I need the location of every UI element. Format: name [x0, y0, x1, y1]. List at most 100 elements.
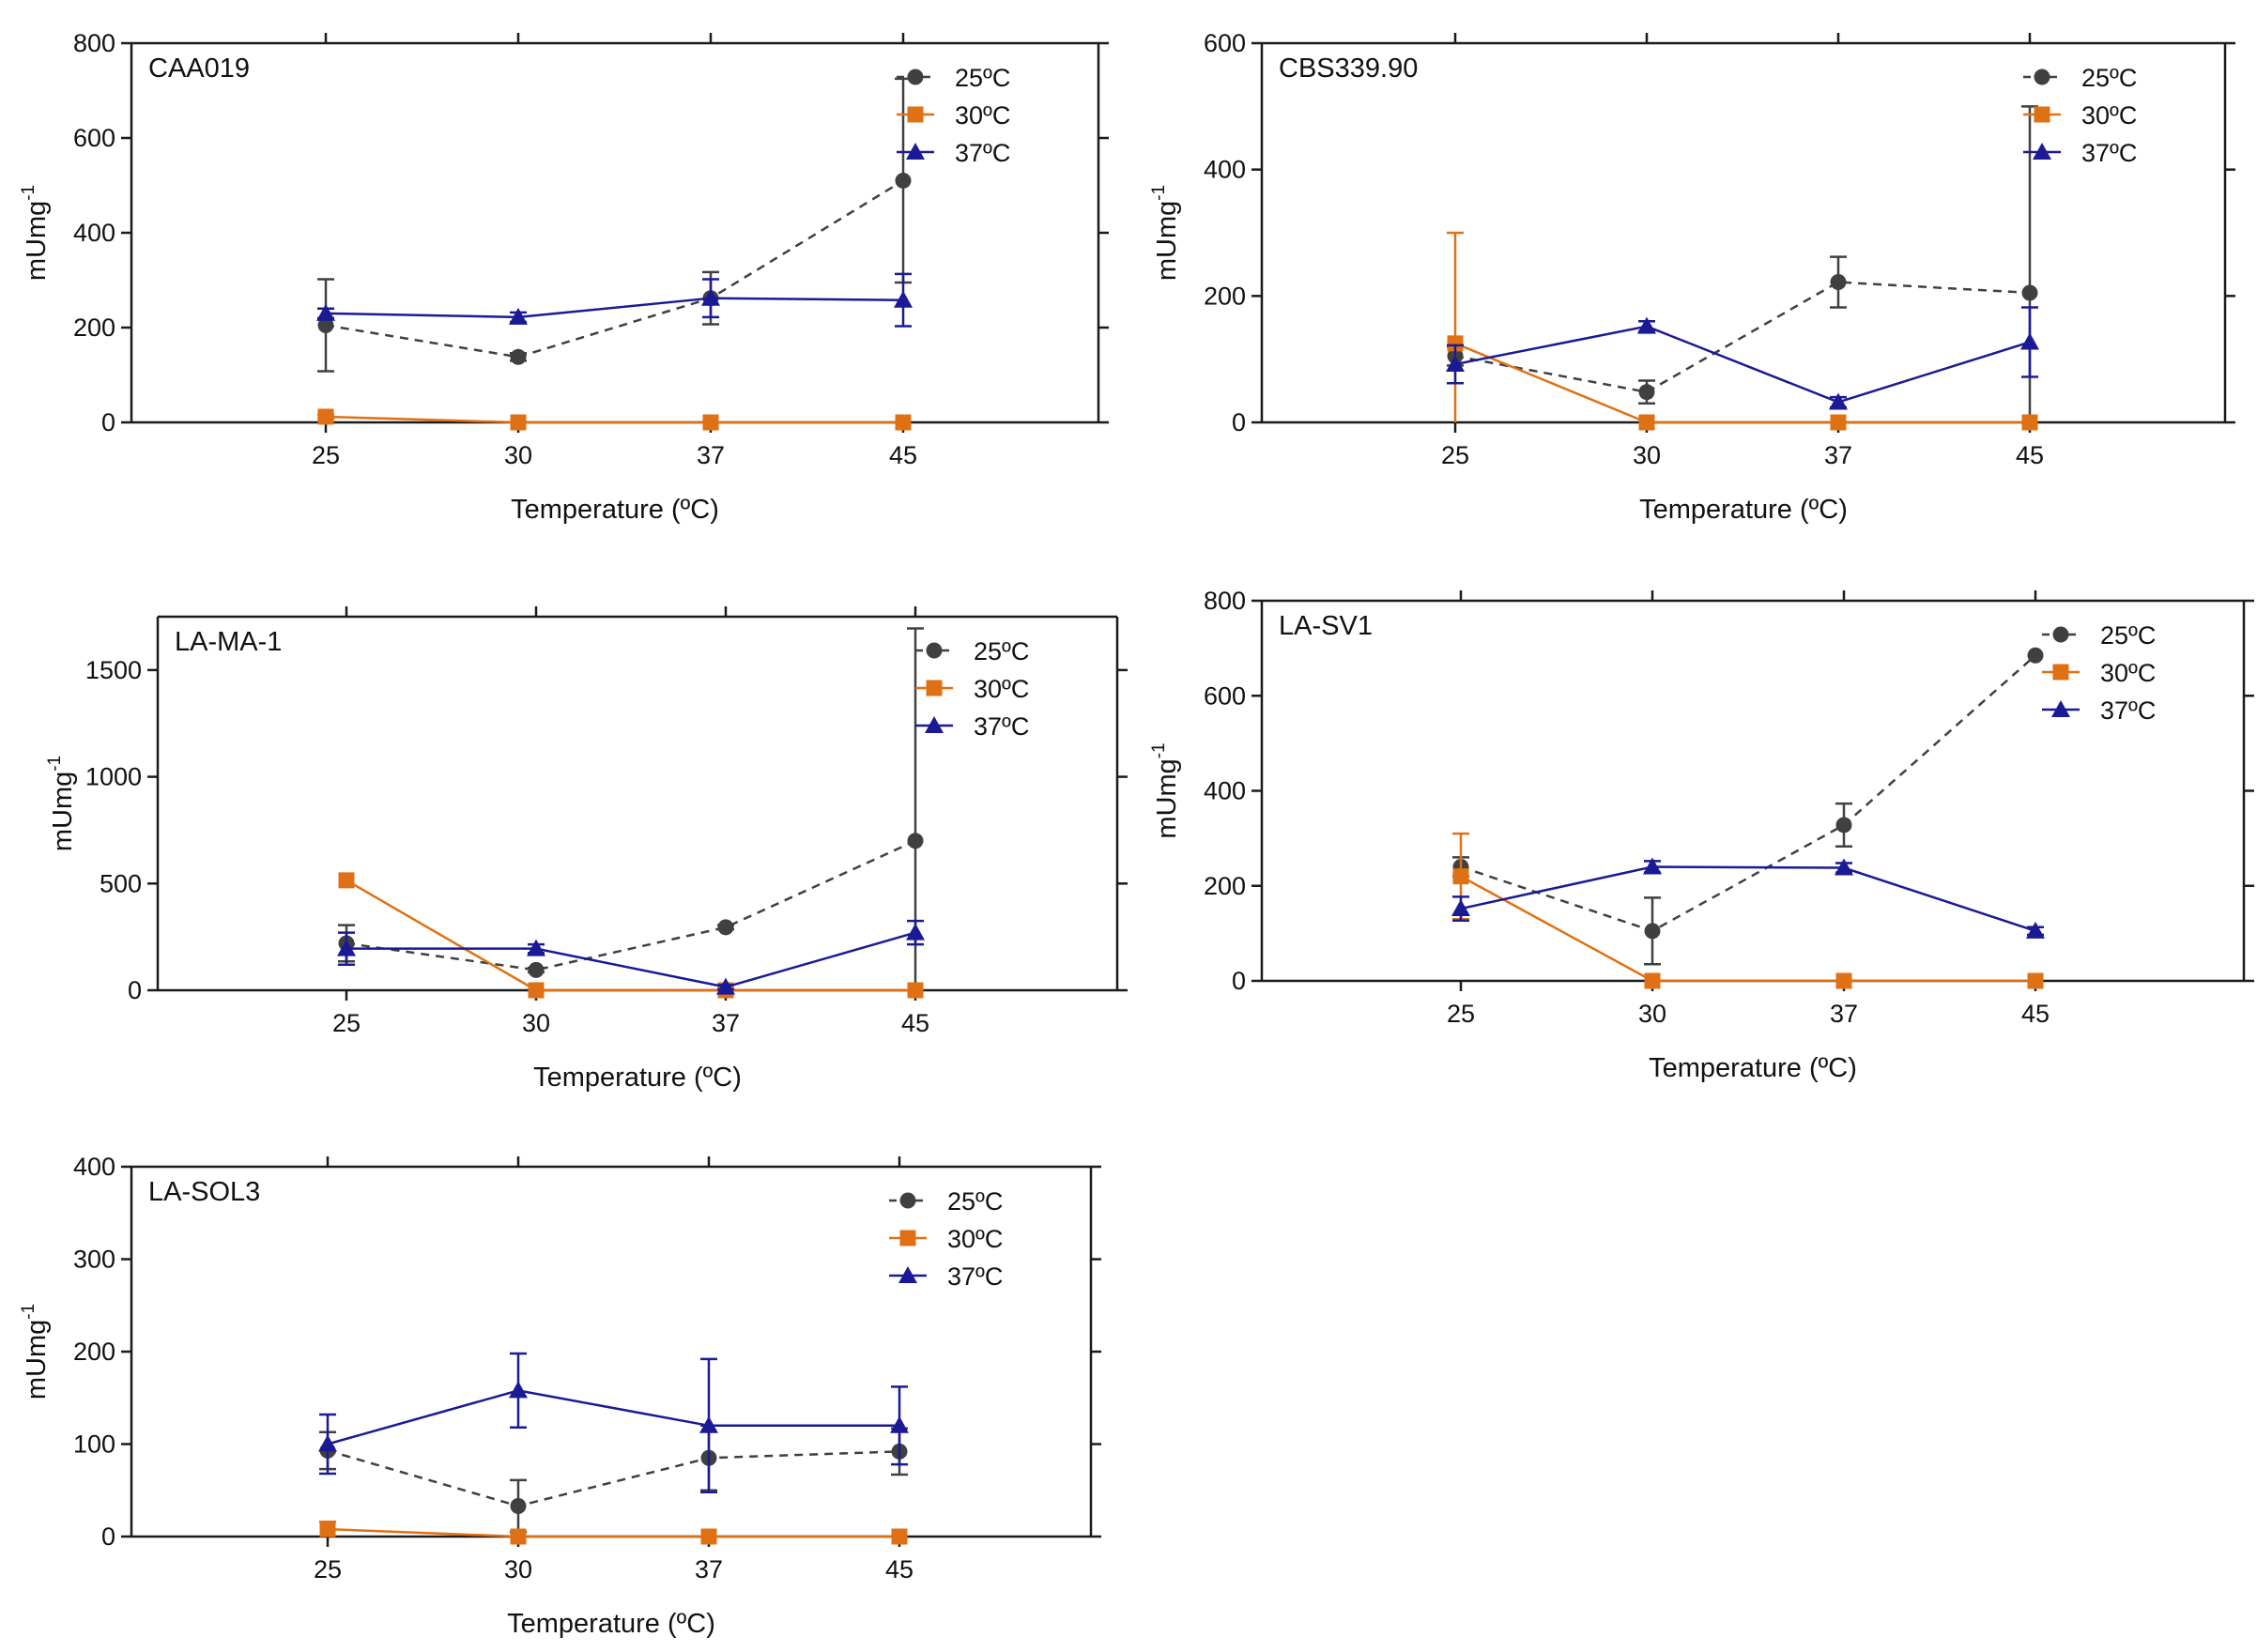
x-tick-label: 37 [1824, 441, 1852, 469]
x-tick-label: 30 [504, 441, 532, 469]
data-point [337, 939, 356, 956]
y-tick-label: 500 [100, 869, 142, 897]
y-tick-label: 200 [1204, 872, 1246, 900]
data-point [317, 316, 334, 333]
data-point [699, 1415, 718, 1433]
data-point [2027, 647, 2044, 664]
y-tick-label: 300 [73, 1246, 115, 1274]
data-point [1638, 384, 1655, 401]
y-tick-label: 400 [1204, 777, 1246, 805]
data-point [1644, 972, 1661, 989]
legend-marker [906, 143, 925, 160]
series-line [346, 931, 916, 988]
x-tick-label: 30 [522, 1009, 550, 1037]
y-tick-label: 600 [73, 124, 115, 152]
data-point [509, 1381, 528, 1399]
y-tick-label: 800 [1204, 587, 1246, 615]
data-point [510, 348, 527, 365]
series-line [325, 415, 903, 424]
data-point [1643, 857, 1662, 875]
data-point [702, 414, 719, 431]
series-line [327, 1389, 899, 1446]
legend-marker [2034, 106, 2050, 123]
x-tick-label: 25 [312, 441, 340, 469]
legend-label: 30ºC [2081, 101, 2137, 130]
panel-title: LA-SOL3 [148, 1177, 260, 1207]
data-point [1451, 899, 1470, 917]
series-s37 [1451, 857, 2045, 939]
data-point [700, 1528, 717, 1545]
x-tick-label: 30 [1633, 441, 1661, 469]
data-point [907, 833, 924, 849]
legend: 25ºC 30ºC 37ºC [897, 64, 1010, 167]
x-axis-title: Temperature (ºC) [533, 1063, 742, 1093]
series-s25 [338, 627, 924, 990]
y-axis-title: mUmg-1 [19, 1304, 52, 1400]
x-tick-label: 45 [885, 1555, 914, 1583]
series-line [345, 839, 916, 971]
legend: 25ºC 30ºC 37ºC [889, 1187, 1003, 1291]
series-s30 [1447, 231, 2038, 431]
legend-marker [2034, 69, 2050, 85]
y-tick-label: 200 [73, 314, 115, 342]
data-point [1835, 858, 1853, 876]
data-point [890, 1415, 909, 1433]
data-point [2021, 414, 2038, 431]
series-line [325, 297, 904, 319]
x-tick-label: 25 [332, 1009, 361, 1037]
legend-marker [926, 680, 943, 696]
data-point [1829, 392, 1848, 410]
legend-marker [899, 1192, 916, 1209]
legend-label: 37ºC [974, 712, 1029, 741]
x-tick-label: 37 [697, 441, 725, 469]
data-point [317, 408, 334, 425]
y-tick-label: 100 [73, 1430, 115, 1459]
data-point [510, 1528, 527, 1545]
series-s30 [319, 1520, 908, 1545]
legend-label: 30ºC [2100, 659, 2156, 687]
data-point [894, 290, 913, 308]
x-tick-label: 45 [901, 1009, 929, 1037]
data-point [2026, 921, 2045, 939]
data-point [319, 1521, 336, 1537]
y-tick-label: 200 [1204, 282, 1246, 310]
y-tick-label: 0 [1232, 967, 1246, 995]
series-line [1454, 325, 2031, 404]
y-axis-title: mUmg-1 [19, 185, 52, 281]
series-line [1460, 654, 2036, 933]
x-axis-title: Temperature (ºC) [511, 495, 719, 525]
x-tick-label: 45 [2016, 441, 2044, 469]
series-s37 [318, 1352, 909, 1493]
x-tick-label: 25 [1441, 441, 1469, 469]
legend-marker [899, 1230, 916, 1247]
series-line [327, 1527, 899, 1538]
legend: 25ºC 30ºC 37ºC [915, 637, 1029, 741]
y-tick-label: 1000 [85, 763, 142, 791]
data-point [527, 939, 545, 956]
x-tick-label: 37 [1830, 1000, 1858, 1028]
series-s37 [337, 919, 925, 995]
data-point [895, 172, 912, 189]
legend-label: 25ºC [2100, 621, 2156, 650]
series-line [1454, 281, 2031, 393]
x-tick-label: 37 [712, 1009, 740, 1037]
series-s30 [317, 408, 912, 431]
legend-label: 30ºC [955, 101, 1010, 130]
data-point [1830, 414, 1847, 431]
legend-label: 37ºC [2081, 139, 2137, 167]
data-point [2021, 284, 2038, 301]
data-point [1447, 335, 1464, 352]
y-tick-label: 600 [1204, 681, 1246, 710]
data-point [528, 982, 545, 999]
data-point [717, 919, 734, 936]
series-line [1460, 875, 2035, 983]
panel-title: CAA019 [148, 54, 250, 84]
data-point [895, 414, 912, 431]
data-point [316, 303, 335, 321]
x-tick-label: 25 [1447, 1000, 1475, 1028]
data-point [1638, 414, 1655, 431]
x-axis-title: Temperature (ºC) [507, 1609, 715, 1639]
data-point [716, 977, 735, 995]
data-point [2020, 332, 2039, 350]
